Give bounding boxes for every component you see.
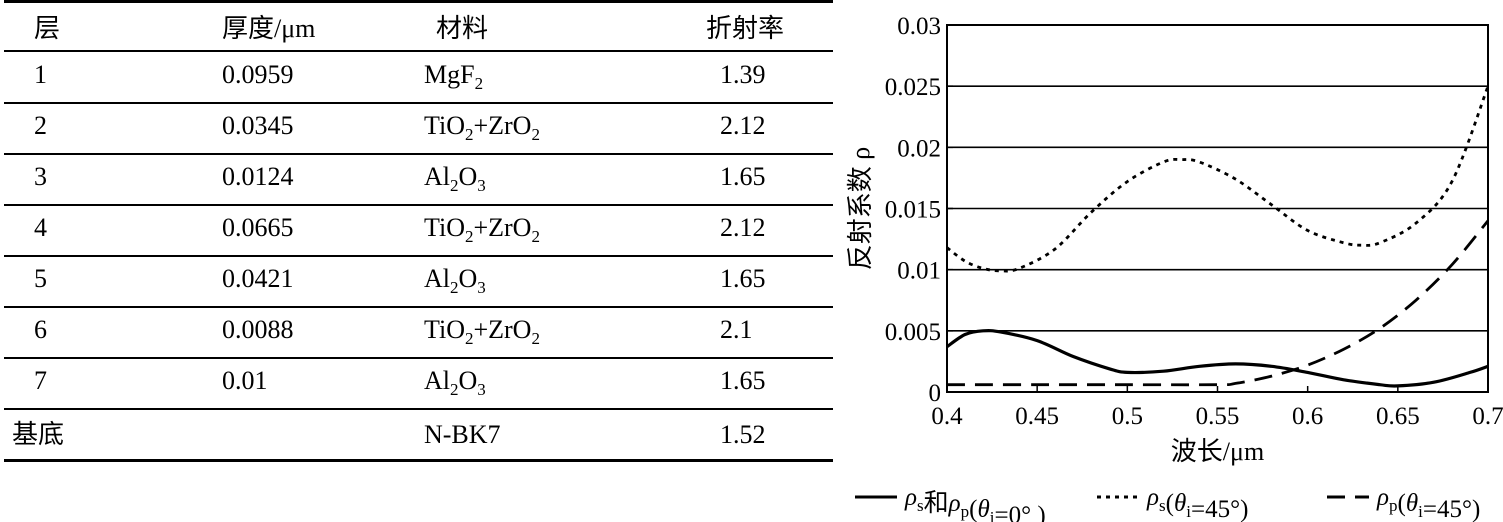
substrate-index: 1.52 (720, 420, 766, 449)
x-tick-label: 0.5 (1112, 403, 1143, 430)
layer-material: Al2O3 (424, 264, 486, 297)
substrate-label: 基底 (12, 420, 65, 449)
layer-thickness: 0.0959 (222, 60, 294, 89)
reflectance-chart: 0 0.005 0.01 0.015 0.02 0.025 0.03 0.4 0.45 0.5 0.… (846, 13, 1503, 522)
table-bottom-rule (4, 459, 833, 462)
x-tick-label: 0.45 (1015, 403, 1059, 430)
layer-thickness: 0.0421 (222, 264, 294, 293)
layer-material: TiO2+ZrO2 (424, 213, 540, 246)
table-top-rule (4, 0, 833, 3)
row-rule (4, 357, 833, 359)
layer-index: 2.12 (720, 213, 766, 242)
legend-entry: ρs(θi=45°) (1146, 484, 1248, 522)
series-line-dotted (946, 85, 1490, 273)
layer-number: 7 (34, 366, 47, 395)
layer-index: 2.12 (720, 111, 766, 140)
layer-material: TiO2+ZrO2 (424, 111, 540, 144)
layer-number: 2 (34, 111, 47, 140)
layer-thickness: 0.0345 (222, 111, 294, 140)
layer-material: TiO2+ZrO2 (424, 315, 540, 348)
substrate-material: N-BK7 (424, 420, 501, 449)
layer-thickness: 0.0665 (222, 213, 294, 242)
series-line-solid (946, 328, 1489, 388)
x-tick-label: 0.55 (1196, 403, 1240, 430)
x-tick-label: 0.4 (931, 403, 963, 430)
row-rule (4, 255, 833, 257)
layer-thickness: 0.01 (222, 366, 268, 395)
y-tick-label: 0.025 (885, 74, 941, 101)
layer-material: Al2O3 (424, 162, 486, 195)
layer-index: 1.65 (720, 264, 766, 293)
layer-material: MgF2 (424, 60, 484, 93)
layer-thickness: 0.0088 (222, 315, 294, 344)
x-axis-label: 波长/μm (1171, 437, 1264, 466)
y-tick-label: 0.02 (897, 135, 941, 162)
layer-index: 1.39 (720, 60, 766, 89)
legend-entry: ρp(θi=45°) (1376, 484, 1480, 522)
header-material: 材料 (436, 14, 489, 43)
y-tick-label: 0.03 (897, 13, 941, 40)
header-thickness: 厚度/μm (222, 14, 316, 43)
y-tick-label: 0 (929, 380, 942, 407)
row-rule (4, 102, 833, 104)
header-layer: 层 (34, 14, 61, 43)
row-rule (4, 153, 833, 155)
x-tick-label: 0.7 (1472, 403, 1503, 430)
x-tick-label: 0.6 (1292, 403, 1323, 430)
y-tick-label: 0.015 (885, 197, 941, 224)
header-rule (4, 50, 833, 52)
y-tick-label: 0.01 (897, 258, 941, 285)
row-rule (4, 204, 833, 206)
layer-index: 1.65 (720, 162, 766, 191)
layer-material: Al2O3 (424, 366, 486, 399)
layer-number: 4 (34, 213, 47, 242)
layer-index: 2.1 (720, 315, 753, 344)
layer-index: 1.65 (720, 366, 766, 395)
layer-thickness: 0.0124 (222, 162, 294, 191)
layer-number: 3 (34, 162, 47, 191)
layer-number: 1 (34, 60, 47, 89)
header-index: 折射率 (706, 14, 785, 43)
legend-entry: ρs和ρp(θi=0° ) (904, 484, 1046, 522)
row-rule (4, 306, 833, 308)
layer-number: 5 (34, 264, 47, 293)
row-rule (4, 408, 833, 410)
series-line-dashed (947, 219, 1490, 387)
y-tick-label: 0.005 (885, 319, 941, 346)
layer-number: 6 (34, 315, 47, 344)
x-tick-label: 0.65 (1376, 403, 1420, 430)
y-axis-label: 反射系数 ρ (846, 147, 875, 270)
